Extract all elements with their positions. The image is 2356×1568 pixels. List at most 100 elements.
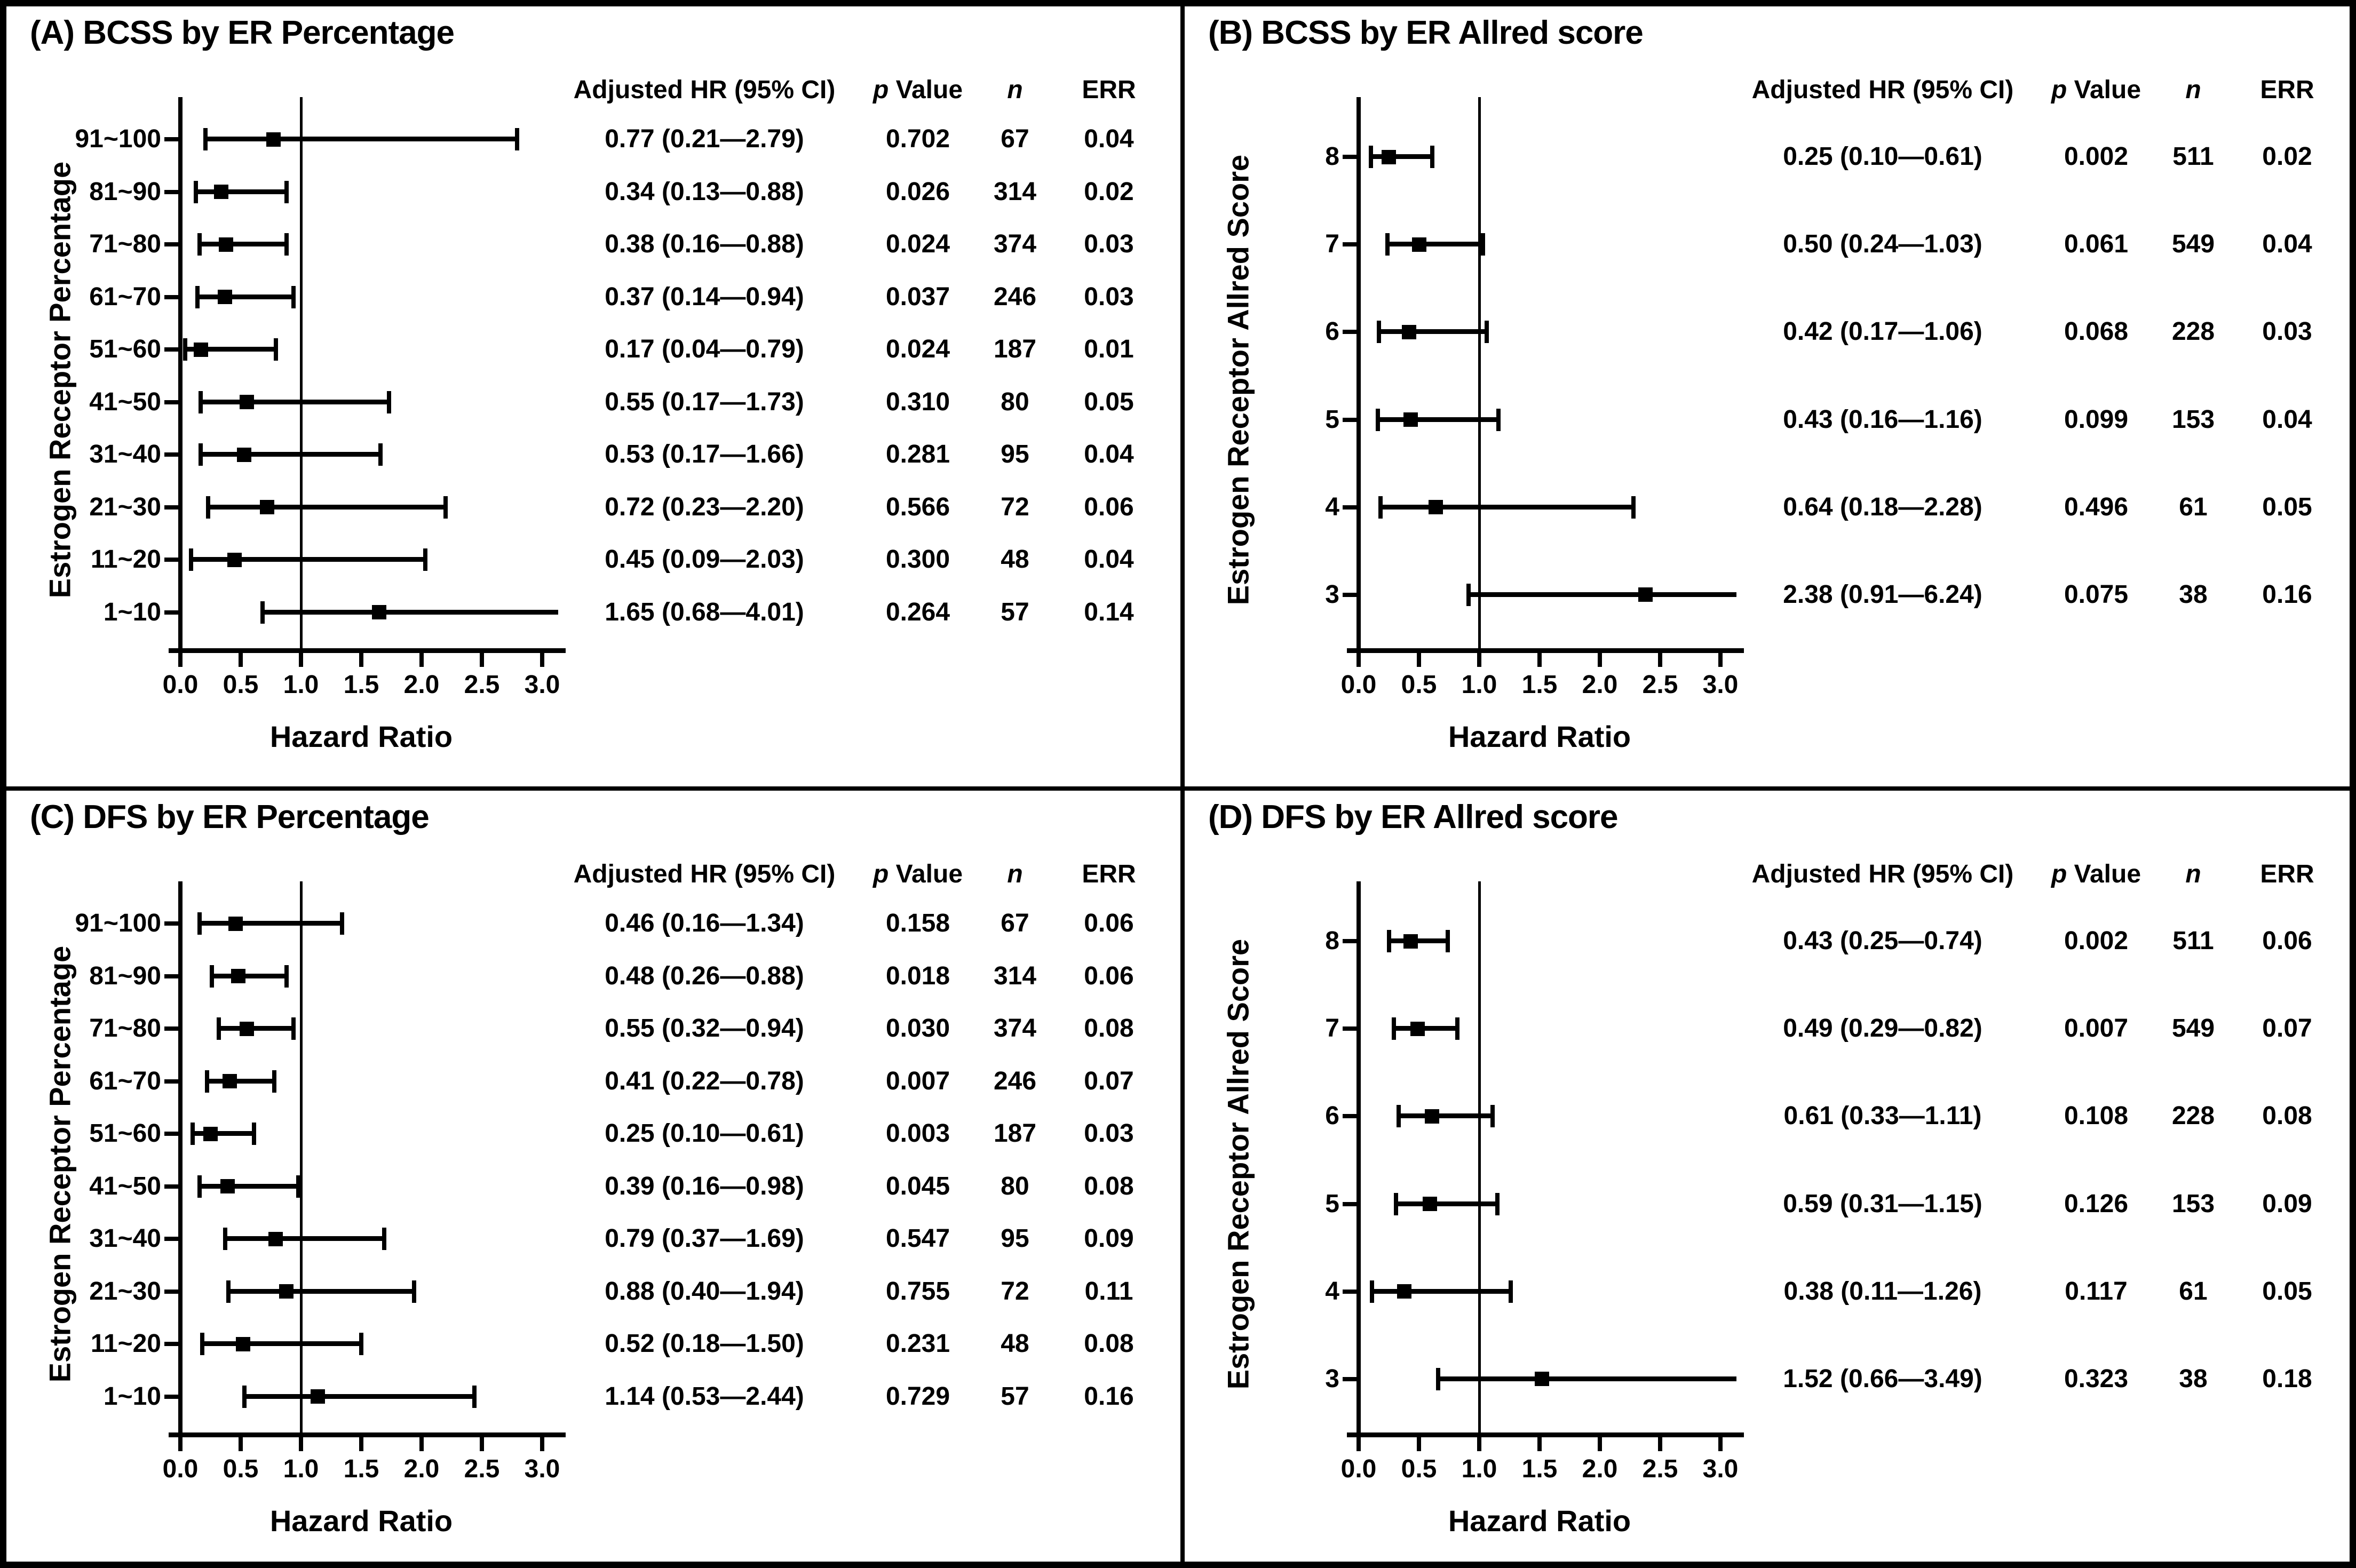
row-category-label: 91~100: [75, 125, 161, 154]
y-tick: [164, 137, 180, 142]
ci-cap-high: [284, 180, 289, 203]
row-n: 95: [1001, 1224, 1029, 1253]
row-category-label: 11~20: [90, 1330, 161, 1358]
ci-whisker: [1380, 504, 1634, 510]
x-tick-label: 2.5: [464, 671, 500, 699]
ci-cap-low: [197, 233, 202, 256]
row-p-value: 0.117: [2065, 1277, 2128, 1306]
row-hr-ci: 0.55 (0.32—0.94): [605, 1014, 804, 1043]
ci-cap-high: [272, 1070, 277, 1093]
y-axis-label: Estrogen Receptor Allred Score: [1221, 938, 1255, 1390]
row-err: 0.06: [1084, 492, 1134, 521]
ci-whisker: [1378, 417, 1499, 422]
y-tick: [164, 1079, 180, 1084]
row-n: 374: [993, 1014, 1037, 1043]
row-err: 0.09: [2262, 1189, 2312, 1218]
ci-cap-low: [1391, 1017, 1396, 1040]
x-tick-label: 1.5: [1521, 1455, 1558, 1483]
row-err: 0.02: [1084, 177, 1134, 206]
ci-whisker: [207, 1078, 275, 1084]
ci-cap-high: [472, 1385, 477, 1408]
row-category-label: 7: [1325, 230, 1339, 259]
hr-marker: [279, 1284, 294, 1299]
hr-marker: [239, 395, 254, 410]
row-category-label: 31~40: [89, 440, 161, 469]
ci-cap-low: [1386, 930, 1391, 953]
row-p-value: 0.068: [2064, 317, 2129, 346]
ci-whisker: [208, 504, 446, 510]
row-n: 153: [2171, 405, 2215, 434]
row-n: 511: [2172, 927, 2214, 956]
row-p-value: 0.002: [2064, 927, 2129, 956]
column-header-hr: Adjusted HR (95% CI): [573, 76, 836, 104]
hr-marker: [236, 1336, 251, 1351]
row-n: 228: [2171, 1102, 2215, 1131]
row-n: 38: [2179, 1364, 2208, 1393]
panel-title: (A) BCSS by ER Percentage: [30, 14, 455, 51]
x-tick: [1598, 653, 1602, 667]
hr-marker: [1403, 412, 1418, 427]
row-n: 48: [1001, 545, 1029, 574]
x-tick-label: 0.5: [1401, 1455, 1437, 1483]
x-axis-label: Hazard Ratio: [269, 1504, 453, 1538]
ci-cap-high: [1496, 408, 1501, 431]
row-p-value: 0.030: [885, 1014, 950, 1043]
y-tick: [1343, 242, 1359, 247]
y-tick: [1343, 592, 1359, 597]
row-category-label: 41~50: [89, 387, 161, 416]
ci-cap-low: [200, 1333, 204, 1356]
row-category-label: 31~40: [89, 1224, 161, 1253]
x-tick: [239, 1437, 243, 1451]
ci-cap-high: [412, 1280, 417, 1303]
ci-cap-high: [382, 1228, 386, 1251]
row-p-value: 0.007: [2064, 1014, 2129, 1043]
x-tick: [480, 1437, 484, 1451]
row-err: 0.14: [1084, 598, 1134, 626]
row-err: 0.05: [2262, 1277, 2312, 1306]
row-p-value: 0.108: [2064, 1102, 2129, 1131]
row-err: 0.05: [2262, 492, 2312, 521]
row-err: 0.16: [1084, 1382, 1134, 1411]
ci-whisker: [191, 557, 425, 562]
row-n: 314: [993, 961, 1037, 990]
row-p-value: 0.547: [885, 1224, 950, 1253]
row-category-label: 61~70: [89, 282, 161, 311]
y-tick: [164, 974, 180, 978]
ci-cap-low: [209, 965, 214, 988]
ci-cap-low: [194, 180, 199, 203]
row-hr-ci: 0.64 (0.18—2.28): [1783, 492, 1982, 521]
x-axis-label: Hazard Ratio: [1448, 1504, 1631, 1538]
row-n: 549: [2171, 1014, 2215, 1043]
row-hr-ci: 0.17 (0.04—0.79): [605, 335, 804, 364]
ci-cap-low: [260, 601, 265, 624]
x-tick-label: 1.0: [1461, 1455, 1497, 1483]
x-tick: [480, 653, 484, 667]
hr-marker: [228, 916, 243, 931]
row-err: 0.03: [2262, 317, 2312, 346]
row-n: 549: [2171, 230, 2215, 259]
ci-whisker: [201, 452, 381, 457]
row-n: 72: [1001, 492, 1029, 521]
hr-marker: [219, 237, 234, 252]
y-tick: [164, 1184, 180, 1189]
ci-cap-low: [1376, 408, 1381, 431]
row-p-value: 0.024: [885, 230, 950, 259]
y-axis-label: Estrogen Receptor Allred Score: [1221, 154, 1255, 606]
row-p-value: 0.037: [885, 282, 950, 311]
ci-cap-high: [514, 128, 519, 151]
column-header-n: n: [2185, 76, 2201, 104]
y-tick: [164, 1394, 180, 1399]
hr-marker: [231, 969, 245, 984]
hr-marker: [1425, 1109, 1440, 1124]
y-tick: [164, 242, 180, 247]
reference-line: [1478, 881, 1481, 1435]
row-p-value: 0.702: [885, 125, 950, 154]
ci-whisker: [205, 137, 517, 142]
row-n: 246: [993, 1066, 1037, 1095]
row-category-label: 81~90: [89, 961, 161, 990]
ci-cap-low: [203, 128, 208, 151]
column-header-n: n: [2185, 860, 2201, 888]
row-p-value: 0.281: [885, 440, 950, 469]
row-hr-ci: 0.48 (0.26—0.88): [605, 961, 804, 990]
row-hr-ci: 0.88 (0.40—1.94): [605, 1277, 804, 1306]
